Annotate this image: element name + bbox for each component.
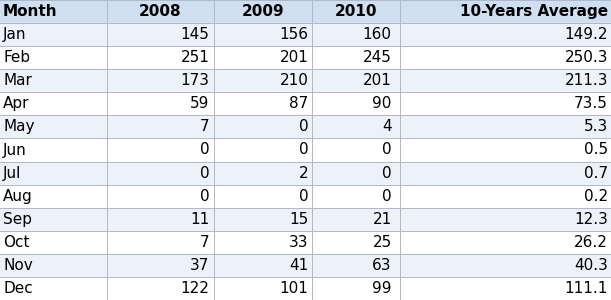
Text: 101: 101 bbox=[280, 281, 309, 296]
Bar bbox=[0, 23, 611, 46]
Text: Jan: Jan bbox=[3, 27, 26, 42]
Text: 0: 0 bbox=[382, 142, 392, 158]
Text: 12.3: 12.3 bbox=[574, 212, 608, 227]
Bar bbox=[0, 161, 611, 184]
Text: 41: 41 bbox=[289, 258, 309, 273]
Bar bbox=[0, 92, 611, 116]
Bar bbox=[0, 0, 611, 23]
Text: 40.3: 40.3 bbox=[574, 258, 608, 273]
Text: 2009: 2009 bbox=[241, 4, 284, 19]
Bar bbox=[0, 69, 611, 92]
Text: 4: 4 bbox=[382, 119, 392, 134]
Text: 26.2: 26.2 bbox=[574, 235, 608, 250]
Text: 73.5: 73.5 bbox=[574, 96, 608, 111]
Text: 25: 25 bbox=[372, 235, 392, 250]
Text: 122: 122 bbox=[181, 281, 210, 296]
Text: 149.2: 149.2 bbox=[565, 27, 608, 42]
Text: 2008: 2008 bbox=[139, 4, 181, 19]
Text: 0: 0 bbox=[200, 166, 210, 181]
Bar bbox=[0, 208, 611, 231]
Text: Feb: Feb bbox=[3, 50, 30, 65]
Text: 0: 0 bbox=[200, 142, 210, 158]
Text: 5.3: 5.3 bbox=[584, 119, 608, 134]
Text: May: May bbox=[3, 119, 35, 134]
Text: 251: 251 bbox=[181, 50, 210, 65]
Text: 201: 201 bbox=[280, 50, 309, 65]
Text: 201: 201 bbox=[363, 73, 392, 88]
Text: Jun: Jun bbox=[3, 142, 27, 158]
Text: 15: 15 bbox=[289, 212, 309, 227]
Text: 11: 11 bbox=[190, 212, 210, 227]
Bar bbox=[0, 116, 611, 139]
Text: 210: 210 bbox=[280, 73, 309, 88]
Bar bbox=[0, 231, 611, 254]
Text: Jul: Jul bbox=[3, 166, 21, 181]
Text: 0: 0 bbox=[299, 189, 309, 204]
Bar bbox=[0, 277, 611, 300]
Text: 156: 156 bbox=[280, 27, 309, 42]
Bar bbox=[0, 184, 611, 208]
Text: 99: 99 bbox=[372, 281, 392, 296]
Text: 250.3: 250.3 bbox=[565, 50, 608, 65]
Bar bbox=[0, 139, 611, 161]
Text: Oct: Oct bbox=[3, 235, 29, 250]
Text: Aug: Aug bbox=[3, 189, 33, 204]
Text: 0: 0 bbox=[382, 189, 392, 204]
Text: 63: 63 bbox=[372, 258, 392, 273]
Text: 0.7: 0.7 bbox=[584, 166, 608, 181]
Text: 87: 87 bbox=[289, 96, 309, 111]
Text: 37: 37 bbox=[190, 258, 210, 273]
Text: 33: 33 bbox=[289, 235, 309, 250]
Text: 0: 0 bbox=[299, 142, 309, 158]
Text: 0.5: 0.5 bbox=[584, 142, 608, 158]
Text: 7: 7 bbox=[200, 119, 210, 134]
Text: 145: 145 bbox=[181, 27, 210, 42]
Text: Nov: Nov bbox=[3, 258, 33, 273]
Bar bbox=[0, 46, 611, 69]
Text: 0: 0 bbox=[200, 189, 210, 204]
Text: 90: 90 bbox=[372, 96, 392, 111]
Text: 173: 173 bbox=[181, 73, 210, 88]
Text: 7: 7 bbox=[200, 235, 210, 250]
Bar bbox=[0, 254, 611, 277]
Text: 111.1: 111.1 bbox=[565, 281, 608, 296]
Text: Mar: Mar bbox=[3, 73, 32, 88]
Text: 245: 245 bbox=[363, 50, 392, 65]
Text: Month: Month bbox=[3, 4, 57, 19]
Text: 211.3: 211.3 bbox=[565, 73, 608, 88]
Text: Sep: Sep bbox=[3, 212, 32, 227]
Text: 2010: 2010 bbox=[335, 4, 378, 19]
Text: 10-Years Average: 10-Years Average bbox=[460, 4, 608, 19]
Text: 0.2: 0.2 bbox=[584, 189, 608, 204]
Text: 160: 160 bbox=[363, 27, 392, 42]
Text: 59: 59 bbox=[190, 96, 210, 111]
Text: Apr: Apr bbox=[3, 96, 29, 111]
Text: 0: 0 bbox=[382, 166, 392, 181]
Text: 21: 21 bbox=[372, 212, 392, 227]
Text: 2: 2 bbox=[299, 166, 309, 181]
Text: Dec: Dec bbox=[3, 281, 33, 296]
Text: 0: 0 bbox=[299, 119, 309, 134]
